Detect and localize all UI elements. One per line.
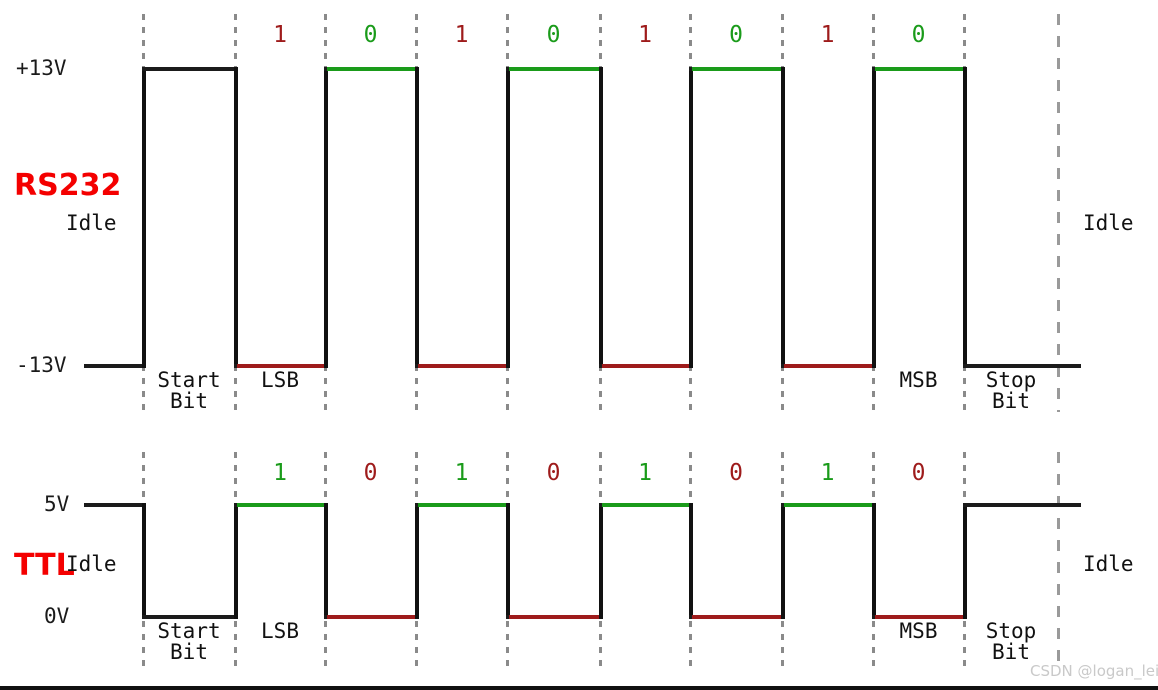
bit-value-5: 1 [638, 22, 652, 48]
transition-edge-4 [506, 67, 510, 368]
bit-mark-3 [418, 503, 506, 507]
slot-label-1: LSB [261, 619, 299, 643]
idle-trace-right [1057, 364, 1081, 368]
slot-label-8: MSB [899, 368, 938, 392]
rs232-idle-label-left: Idle [66, 211, 117, 235]
idle-trace-right [1057, 503, 1081, 507]
transition-edge-3 [415, 503, 419, 619]
bit-value-2: 0 [363, 460, 378, 486]
transition-edge-0 [142, 503, 146, 619]
bit-value-8: 0 [911, 22, 926, 48]
transition-edge-3 [415, 67, 419, 368]
level-trace-0 [142, 67, 237, 71]
bit-value-4: 0 [546, 460, 561, 486]
ttl-bus-name: TTL [14, 548, 75, 583]
bit-mark-5 [602, 503, 689, 507]
bit-mark-4 [509, 67, 599, 71]
slot-label-9: Stop Bit [985, 619, 1037, 665]
bit-mark-7 [784, 503, 872, 507]
transition-edge-8 [872, 503, 876, 619]
ttl-low-voltage-label: 0V [44, 604, 70, 628]
transition-edge-0 [142, 67, 146, 368]
bit-mark-2 [327, 615, 415, 619]
bit-mark-5 [602, 364, 689, 368]
bit-value-3: 1 [454, 22, 469, 48]
rs232-idle-label-right: Idle [1083, 211, 1134, 235]
transition-edge-5 [599, 503, 603, 619]
gridline-10 [1057, 452, 1060, 668]
rs232-low-voltage-label: -13V [16, 353, 67, 377]
bit-value-2: 0 [363, 22, 378, 48]
idle-trace-left [84, 503, 145, 507]
level-trace-0 [142, 615, 237, 619]
transition-edge-2 [324, 503, 328, 619]
transition-edge-8 [872, 67, 876, 368]
bit-value-1: 1 [273, 22, 287, 48]
level-trace-9 [963, 503, 1060, 507]
bit-value-7: 1 [820, 22, 835, 48]
level-trace-9 [963, 364, 1060, 368]
bit-value-8: 0 [911, 460, 926, 486]
slot-label-1: LSB [261, 368, 299, 392]
slot-label-9: Stop Bit [985, 368, 1037, 414]
transition-edge-7 [781, 503, 785, 619]
transition-edge-9 [963, 503, 967, 619]
watermark: CSDN @logan_lei [1030, 662, 1158, 680]
ttl-idle-label-left: Idle [66, 552, 117, 576]
ttl-high-voltage-label: 5V [44, 492, 70, 516]
bit-value-3: 1 [454, 460, 469, 486]
bit-mark-2 [327, 67, 415, 71]
transition-edge-6 [689, 67, 693, 368]
transition-edge-1 [234, 503, 238, 619]
bit-value-6: 0 [729, 22, 743, 48]
idle-trace-left [84, 364, 145, 368]
bit-mark-8 [875, 615, 963, 619]
slot-label-0: Start Bit [157, 368, 221, 414]
bit-mark-1 [237, 364, 324, 368]
bit-value-1: 1 [273, 460, 287, 486]
rs232-panel: 1 0 1 0 1 0 1 0 Start Bit LSB MSB Stop Bit +13V -1… [14, 14, 1134, 414]
transition-edge-6 [689, 503, 693, 619]
transition-edge-2 [324, 67, 328, 368]
bit-value-6: 0 [729, 460, 743, 486]
transition-edge-9 [963, 67, 967, 368]
ttl-idle-label-right: Idle [1083, 552, 1134, 576]
slot-label-8: MSB [899, 619, 938, 643]
bit-mark-4 [509, 615, 599, 619]
bit-value-4: 0 [546, 22, 561, 48]
bit-mark-3 [418, 364, 506, 368]
transition-edge-5 [599, 67, 603, 368]
rs232-bus-name: RS232 [14, 168, 122, 203]
bit-mark-8 [875, 67, 963, 71]
bottom-border [0, 686, 1158, 690]
rs232-high-voltage-label: +13V [16, 56, 67, 80]
transition-edge-7 [781, 67, 785, 368]
transition-edge-1 [234, 67, 238, 368]
bit-mark-6 [692, 67, 781, 71]
bit-mark-6 [692, 615, 781, 619]
transition-edge-4 [506, 503, 510, 619]
bit-mark-7 [784, 364, 872, 368]
bit-value-7: 1 [820, 460, 835, 486]
gridline-10 [1057, 14, 1060, 412]
slot-label-0: Start Bit [157, 619, 221, 665]
bit-value-5: 1 [638, 460, 652, 486]
bit-mark-1 [237, 503, 324, 507]
